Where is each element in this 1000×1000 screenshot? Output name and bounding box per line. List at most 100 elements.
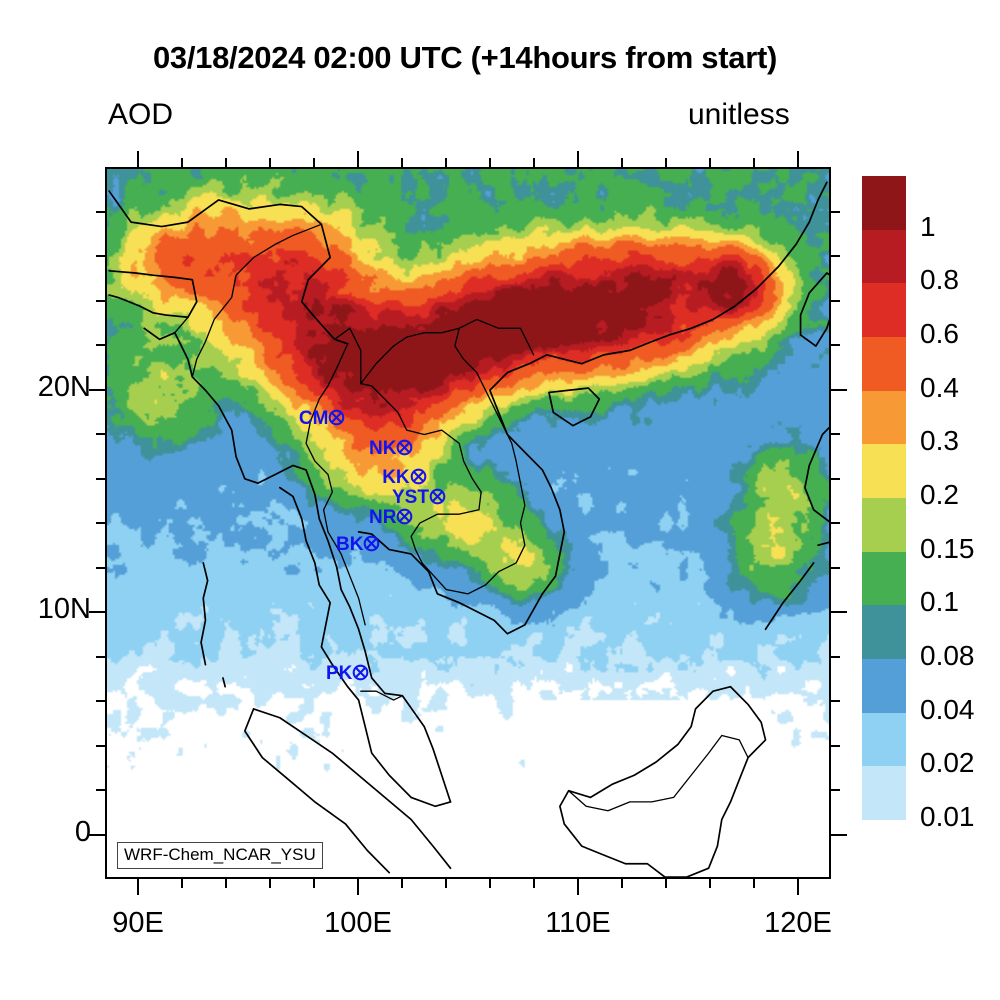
- x-axis-tick: [577, 879, 579, 895]
- x-axis-tick: [489, 879, 491, 888]
- x-axis-label: 90E: [112, 907, 164, 939]
- colorbar-tick-label: 0.01: [920, 801, 975, 832]
- y-axis-tick: [96, 344, 105, 346]
- x-axis-tick: [181, 879, 183, 888]
- colorbar-tick-label: 0.6: [920, 318, 959, 349]
- colorbar-tick-label: 0.08: [920, 640, 975, 671]
- coastline-path: [200, 562, 209, 666]
- colorbar-band: [862, 444, 906, 498]
- x-axis-tick: [709, 879, 711, 888]
- y-axis-tick-right: [831, 210, 840, 213]
- y-axis-tick: [96, 566, 105, 569]
- coastline-path: [548, 387, 601, 427]
- x-axis-tick-top: [797, 151, 799, 167]
- x-axis-label: 120E: [764, 907, 832, 939]
- station-label: YST: [392, 487, 429, 509]
- y-axis-tick: [96, 655, 105, 658]
- colorbar-band: [862, 283, 906, 337]
- y-axis-tick-right: [831, 522, 840, 524]
- station-marker-nk[interactable]: NK: [369, 439, 413, 460]
- x-axis-tick: [313, 879, 315, 888]
- y-axis-tick-right: [831, 789, 840, 791]
- y-axis-tick: [96, 299, 105, 302]
- coastline-path: [410, 509, 480, 564]
- x-axis-tick: [797, 879, 799, 895]
- colorbar-band: [862, 390, 906, 445]
- colorbar-band: [862, 497, 906, 552]
- colorbar-tick-label: 0.2: [920, 479, 959, 510]
- x-axis-tick-top: [137, 151, 139, 167]
- coastline-overlay: [108, 181, 829, 877]
- aod-raster-field: [107, 169, 829, 877]
- circled-x-icon: [396, 439, 413, 460]
- colorbar-band: [862, 336, 906, 391]
- coastline-path: [567, 734, 749, 812]
- colorbar-band: [862, 176, 906, 230]
- station-label: PK: [326, 663, 353, 685]
- x-axis-tick-top: [401, 158, 403, 167]
- coastline-path: [799, 272, 829, 347]
- x-axis-tick-top: [489, 158, 491, 167]
- x-axis-tick: [225, 879, 227, 888]
- coastline-path: [357, 181, 828, 635]
- station-marker-pk[interactable]: PK: [326, 664, 369, 685]
- map-plot-area[interactable]: CM NK KK YST NR BK PK WRF-Chem_NCAR_YSU: [105, 167, 831, 879]
- x-axis-tick-top: [181, 158, 183, 167]
- circled-x-icon: [396, 508, 413, 529]
- coastline-path: [108, 269, 198, 319]
- colorbar-tick-label: 0.1: [920, 586, 959, 618]
- station-marker-yst[interactable]: YST: [392, 488, 446, 509]
- colorbar[interactable]: [862, 176, 906, 820]
- colorbar-band: [862, 766, 906, 820]
- coastline-path: [191, 223, 323, 378]
- colorbar-tick-label: 0.15: [920, 532, 975, 564]
- circled-x-icon: [429, 488, 446, 509]
- colorbar-tick-label: 0.4: [920, 371, 959, 403]
- colorbar-tick-label: 0.8: [920, 264, 959, 296]
- coastline-path: [559, 685, 767, 877]
- coastline-path: [278, 486, 452, 808]
- x-axis-tick: [401, 879, 403, 888]
- page-title: 03/18/2024 02:00 UTC (+14hours from star…: [152, 40, 778, 75]
- colorbar-ticklabels: 1 0.8 0.6 0.4 0.3 0.2 0.15 0.1 0.08 0.04 0.02 0.01: [906, 176, 998, 832]
- station-marker-cm[interactable]: CM: [299, 409, 346, 430]
- colorbar-band: [862, 658, 906, 713]
- x-axis-tick-top: [577, 151, 579, 167]
- station-marker-bk[interactable]: BK: [336, 535, 380, 556]
- colorbar-band: [862, 551, 906, 606]
- x-axis-tick: [269, 879, 271, 888]
- x-axis-label: 110E: [545, 907, 611, 939]
- y-axis-tick: [96, 789, 105, 791]
- coastline-path: [360, 336, 408, 385]
- colorbar-band: [862, 712, 906, 767]
- model-tag: WRF-Chem_NCAR_YSU: [117, 842, 323, 869]
- y-axis-tick: [89, 388, 105, 391]
- circled-x-icon: [363, 535, 380, 556]
- units-label: unitless: [688, 98, 790, 131]
- coastline-path: [305, 343, 366, 626]
- circled-x-icon: [352, 664, 369, 685]
- circled-x-icon: [410, 468, 427, 489]
- x-axis-tick: [665, 879, 667, 888]
- x-axis-tick-top: [665, 158, 667, 167]
- x-axis-tick: [137, 879, 139, 895]
- coastline-path: [108, 190, 349, 345]
- y-axis-tick-right: [831, 611, 847, 613]
- coastline-path: [406, 327, 517, 462]
- circled-x-icon: [328, 409, 345, 430]
- coastline-path: [421, 460, 526, 595]
- colorbar-band: [862, 229, 906, 284]
- station-marker-nr[interactable]: NR: [369, 508, 413, 529]
- y-axis-tick: [96, 477, 105, 480]
- y-axis-tick-right: [831, 833, 847, 836]
- y-axis-tick: [96, 744, 105, 747]
- x-axis-tick-top: [709, 158, 711, 167]
- x-axis-tick: [753, 879, 755, 888]
- station-label: KK: [382, 467, 410, 489]
- coastline-path: [143, 327, 452, 803]
- station-marker-kk[interactable]: KK: [382, 468, 426, 489]
- station-label: NR: [369, 507, 397, 529]
- x-axis-tick: [533, 879, 535, 888]
- colorbar-band: [862, 605, 906, 659]
- x-axis-tick: [357, 879, 359, 895]
